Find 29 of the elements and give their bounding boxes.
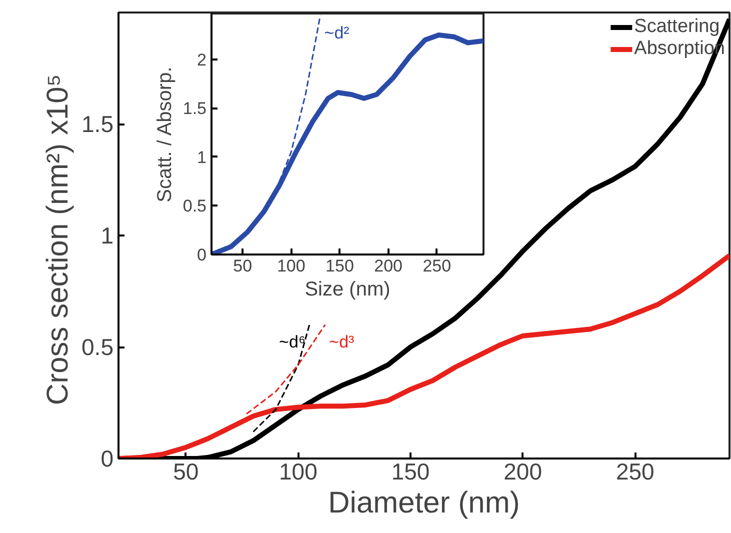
x-axis-title: Diameter (nm) [328,486,520,520]
x-tick-label: 50 [233,256,252,276]
y-tick-label: 1.5 [82,111,114,137]
y-tick-label: 1 [100,222,114,248]
annotation: ~d² [324,23,350,42]
y-tick-label: 0 [100,446,114,472]
y-tick-label: 2 [197,50,207,70]
x-tick-label: 250 [422,256,452,276]
x-tick-label: 150 [326,256,354,276]
line-series [246,324,326,415]
y-tick-label: 1.5 [182,99,207,118]
x-tick-label: 200 [504,458,542,484]
x-tick-label: 250 [616,458,654,484]
x-tick-label: 50 [173,458,199,484]
y-tick-label: 0.5 [82,334,114,360]
legend-label: Scattering [634,16,720,38]
x-tick-label: 200 [374,256,402,276]
x-tick-label: 150 [391,458,430,484]
x-axis-title: Size (nm) [304,278,390,300]
line-series [252,324,310,432]
x-tick-label: 100 [276,256,306,276]
x-tick-label: 100 [279,458,318,484]
y-tick-label: 0.5 [182,196,207,216]
y-axis-title: Cross section (nm²) x10⁵ [42,74,75,406]
y-tick-label: 0 [197,246,207,264]
annotation: ~d⁶ [279,332,306,352]
y-axis-title: Scatt. / Absorp. [154,66,176,202]
annotation: ~d³ [329,332,355,352]
y-tick-label: 1 [197,148,207,167]
